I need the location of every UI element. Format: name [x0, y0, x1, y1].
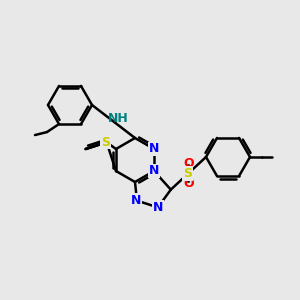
- Text: N: N: [153, 201, 163, 214]
- Text: O: O: [183, 157, 194, 170]
- Text: N: N: [131, 194, 141, 207]
- Text: O: O: [183, 177, 194, 190]
- Text: NH: NH: [108, 112, 129, 125]
- Text: S: S: [183, 167, 192, 180]
- Text: N: N: [149, 142, 159, 155]
- Text: N: N: [149, 164, 159, 178]
- Text: S: S: [101, 136, 110, 149]
